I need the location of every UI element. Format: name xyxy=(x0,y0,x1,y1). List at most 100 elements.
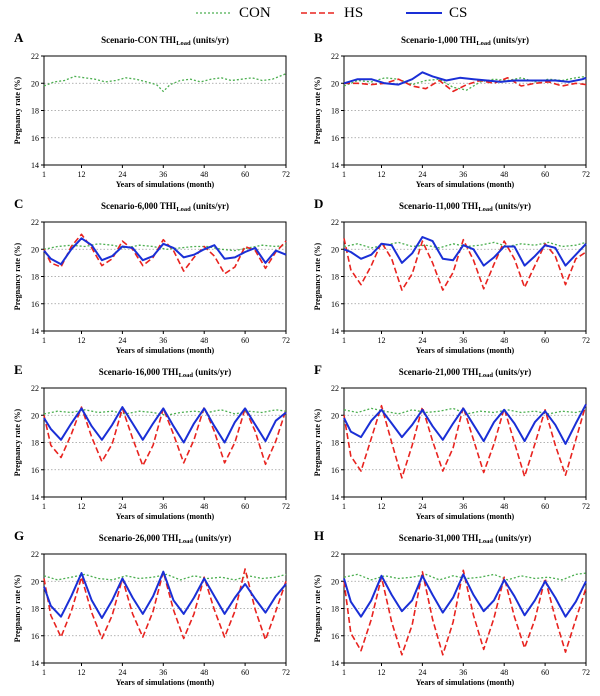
panel-title-main: Scenario-16,000 THI xyxy=(99,367,179,377)
legend-item-con: CON xyxy=(195,4,271,22)
series-line-hs xyxy=(43,233,287,275)
x-tick-label: 24 xyxy=(118,668,126,677)
x-tick-label: 24 xyxy=(418,336,426,345)
x-tick-label: 24 xyxy=(118,170,126,179)
y-axis-label: Pregnancy rate (%) xyxy=(13,242,22,310)
x-tick-label: 36 xyxy=(459,668,467,677)
x-tick-label: 24 xyxy=(118,336,126,345)
panel-title: Scenario-26,000 THILoad (units/yr) xyxy=(99,533,232,545)
chart-svg: A Scenario-CON THILoad (units/yr) 14 16 18 20… xyxy=(13,30,290,189)
x-tick-label: 1 xyxy=(42,502,46,511)
series-line-hs xyxy=(343,238,587,291)
y-tick-label: 20 xyxy=(31,79,39,88)
y-tick-label: 14 xyxy=(331,327,339,336)
panel-letter: D xyxy=(314,196,323,211)
y-tick-label: 14 xyxy=(331,493,339,502)
panel-title-subscript: Load xyxy=(179,538,194,545)
chart-panel-a: A Scenario-CON THILoad (units/yr) 14 16 18 20… xyxy=(0,28,300,194)
y-tick-label: 20 xyxy=(331,245,339,254)
y-tick-label: 18 xyxy=(31,273,39,282)
x-tick-label: 24 xyxy=(418,502,426,511)
panel-letter: C xyxy=(14,196,23,211)
y-tick-label: 14 xyxy=(31,659,39,668)
panel-title-subscript: Load xyxy=(179,372,194,379)
y-tick-label: 18 xyxy=(331,107,339,116)
x-tick-label: 72 xyxy=(582,170,590,179)
panel-title-main: Scenario-CON THI xyxy=(101,35,177,45)
x-tick-label: 48 xyxy=(200,502,208,511)
x-tick-label: 12 xyxy=(77,170,85,179)
chart-panel-e: E Scenario-16,000 THILoad (units/yr) 14 16 1… xyxy=(0,360,300,526)
x-tick-label: 1 xyxy=(42,336,46,345)
y-axis-label: Pregnancy rate (%) xyxy=(13,408,22,476)
chart-panel-g: G Scenario-26,000 THILoad (units/yr) 14 16 1… xyxy=(0,526,300,692)
panel-title-unit: (units/yr) xyxy=(193,533,231,543)
x-tick-label: 72 xyxy=(282,668,290,677)
x-tick-label: 1 xyxy=(342,170,346,179)
panel-title-main: Scenario-1,000 THI xyxy=(401,35,477,45)
y-tick-label: 16 xyxy=(31,300,39,309)
y-tick-label: 14 xyxy=(31,493,39,502)
x-tick-label: 60 xyxy=(541,170,549,179)
x-tick-label: 36 xyxy=(459,170,467,179)
panel-title: Scenario-1,000 THILoad (units/yr) xyxy=(401,35,529,47)
panel-letter: A xyxy=(14,30,24,45)
chart-panel-f: F Scenario-21,000 THILoad (units/yr) 14 16 1… xyxy=(300,360,600,526)
x-tick-label: 1 xyxy=(342,502,346,511)
series-line-cs xyxy=(343,403,587,445)
x-tick-label: 12 xyxy=(77,336,85,345)
x-tick-label: 60 xyxy=(541,668,549,677)
x-tick-label: 48 xyxy=(200,336,208,345)
panel-title-subscript: Load xyxy=(479,538,494,545)
x-tick-label: 24 xyxy=(418,170,426,179)
y-tick-label: 14 xyxy=(331,659,339,668)
y-axis-label: Pregnancy rate (%) xyxy=(313,574,322,642)
x-tick-label: 48 xyxy=(500,170,508,179)
y-axis-label: Pregnancy rate (%) xyxy=(313,242,322,310)
series-line-con xyxy=(343,75,587,91)
y-tick-label: 18 xyxy=(331,605,339,614)
series-line-con xyxy=(43,573,287,581)
y-axis-label: Pregnancy rate (%) xyxy=(313,408,322,476)
y-tick-label: 16 xyxy=(31,632,39,641)
y-tick-label: 20 xyxy=(31,245,39,254)
panel-title-main: Scenario-21,000 THI xyxy=(399,367,479,377)
x-tick-label: 12 xyxy=(377,668,385,677)
legend-label: HS xyxy=(344,4,364,21)
x-tick-label: 60 xyxy=(241,336,249,345)
y-tick-label: 22 xyxy=(31,550,39,559)
chart-panel-c: C Scenario-6,000 THILoad (units/yr) 14 16 18… xyxy=(0,194,300,360)
panel-title-main: Scenario-6,000 THI xyxy=(101,201,177,211)
series-line-hs xyxy=(343,569,587,656)
chart-svg: H Scenario-31,000 THILoad (units/yr) 14 16 1… xyxy=(313,528,590,687)
panel-title-main: Scenario-26,000 THI xyxy=(99,533,179,543)
x-tick-label: 72 xyxy=(282,336,290,345)
panel-title-unit: (units/yr) xyxy=(493,201,531,211)
y-tick-label: 22 xyxy=(331,218,339,227)
x-tick-label: 72 xyxy=(582,502,590,511)
y-tick-label: 22 xyxy=(331,550,339,559)
panel-title-unit: (units/yr) xyxy=(191,201,229,211)
chart-svg: B Scenario-1,000 THILoad (units/yr) 14 16 18… xyxy=(313,30,590,189)
x-tick-label: 60 xyxy=(541,502,549,511)
panel-letter: B xyxy=(314,30,323,45)
y-tick-label: 20 xyxy=(331,79,339,88)
x-axis-label: Years of simulations (month) xyxy=(116,180,215,189)
y-tick-label: 14 xyxy=(31,161,39,170)
legend-swatch xyxy=(196,12,232,14)
x-tick-label: 36 xyxy=(159,336,167,345)
x-tick-label: 36 xyxy=(159,668,167,677)
y-tick-label: 16 xyxy=(331,466,339,475)
y-tick-label: 18 xyxy=(331,439,339,448)
chart-panel-d: D Scenario-11,000 THILoad (units/yr) 14 16 1… xyxy=(300,194,600,360)
y-tick-label: 20 xyxy=(331,411,339,420)
y-tick-label: 16 xyxy=(331,134,339,143)
chart-svg: F Scenario-21,000 THILoad (units/yr) 14 16 1… xyxy=(313,362,590,521)
x-tick-label: 36 xyxy=(159,502,167,511)
legend-item-hs: HS xyxy=(300,4,363,22)
x-tick-label: 36 xyxy=(159,170,167,179)
x-tick-label: 60 xyxy=(241,170,249,179)
panel-title: Scenario-21,000 THILoad (units/yr) xyxy=(399,367,532,379)
series-line-cs xyxy=(43,570,287,619)
panel-title-unit: (units/yr) xyxy=(493,367,531,377)
